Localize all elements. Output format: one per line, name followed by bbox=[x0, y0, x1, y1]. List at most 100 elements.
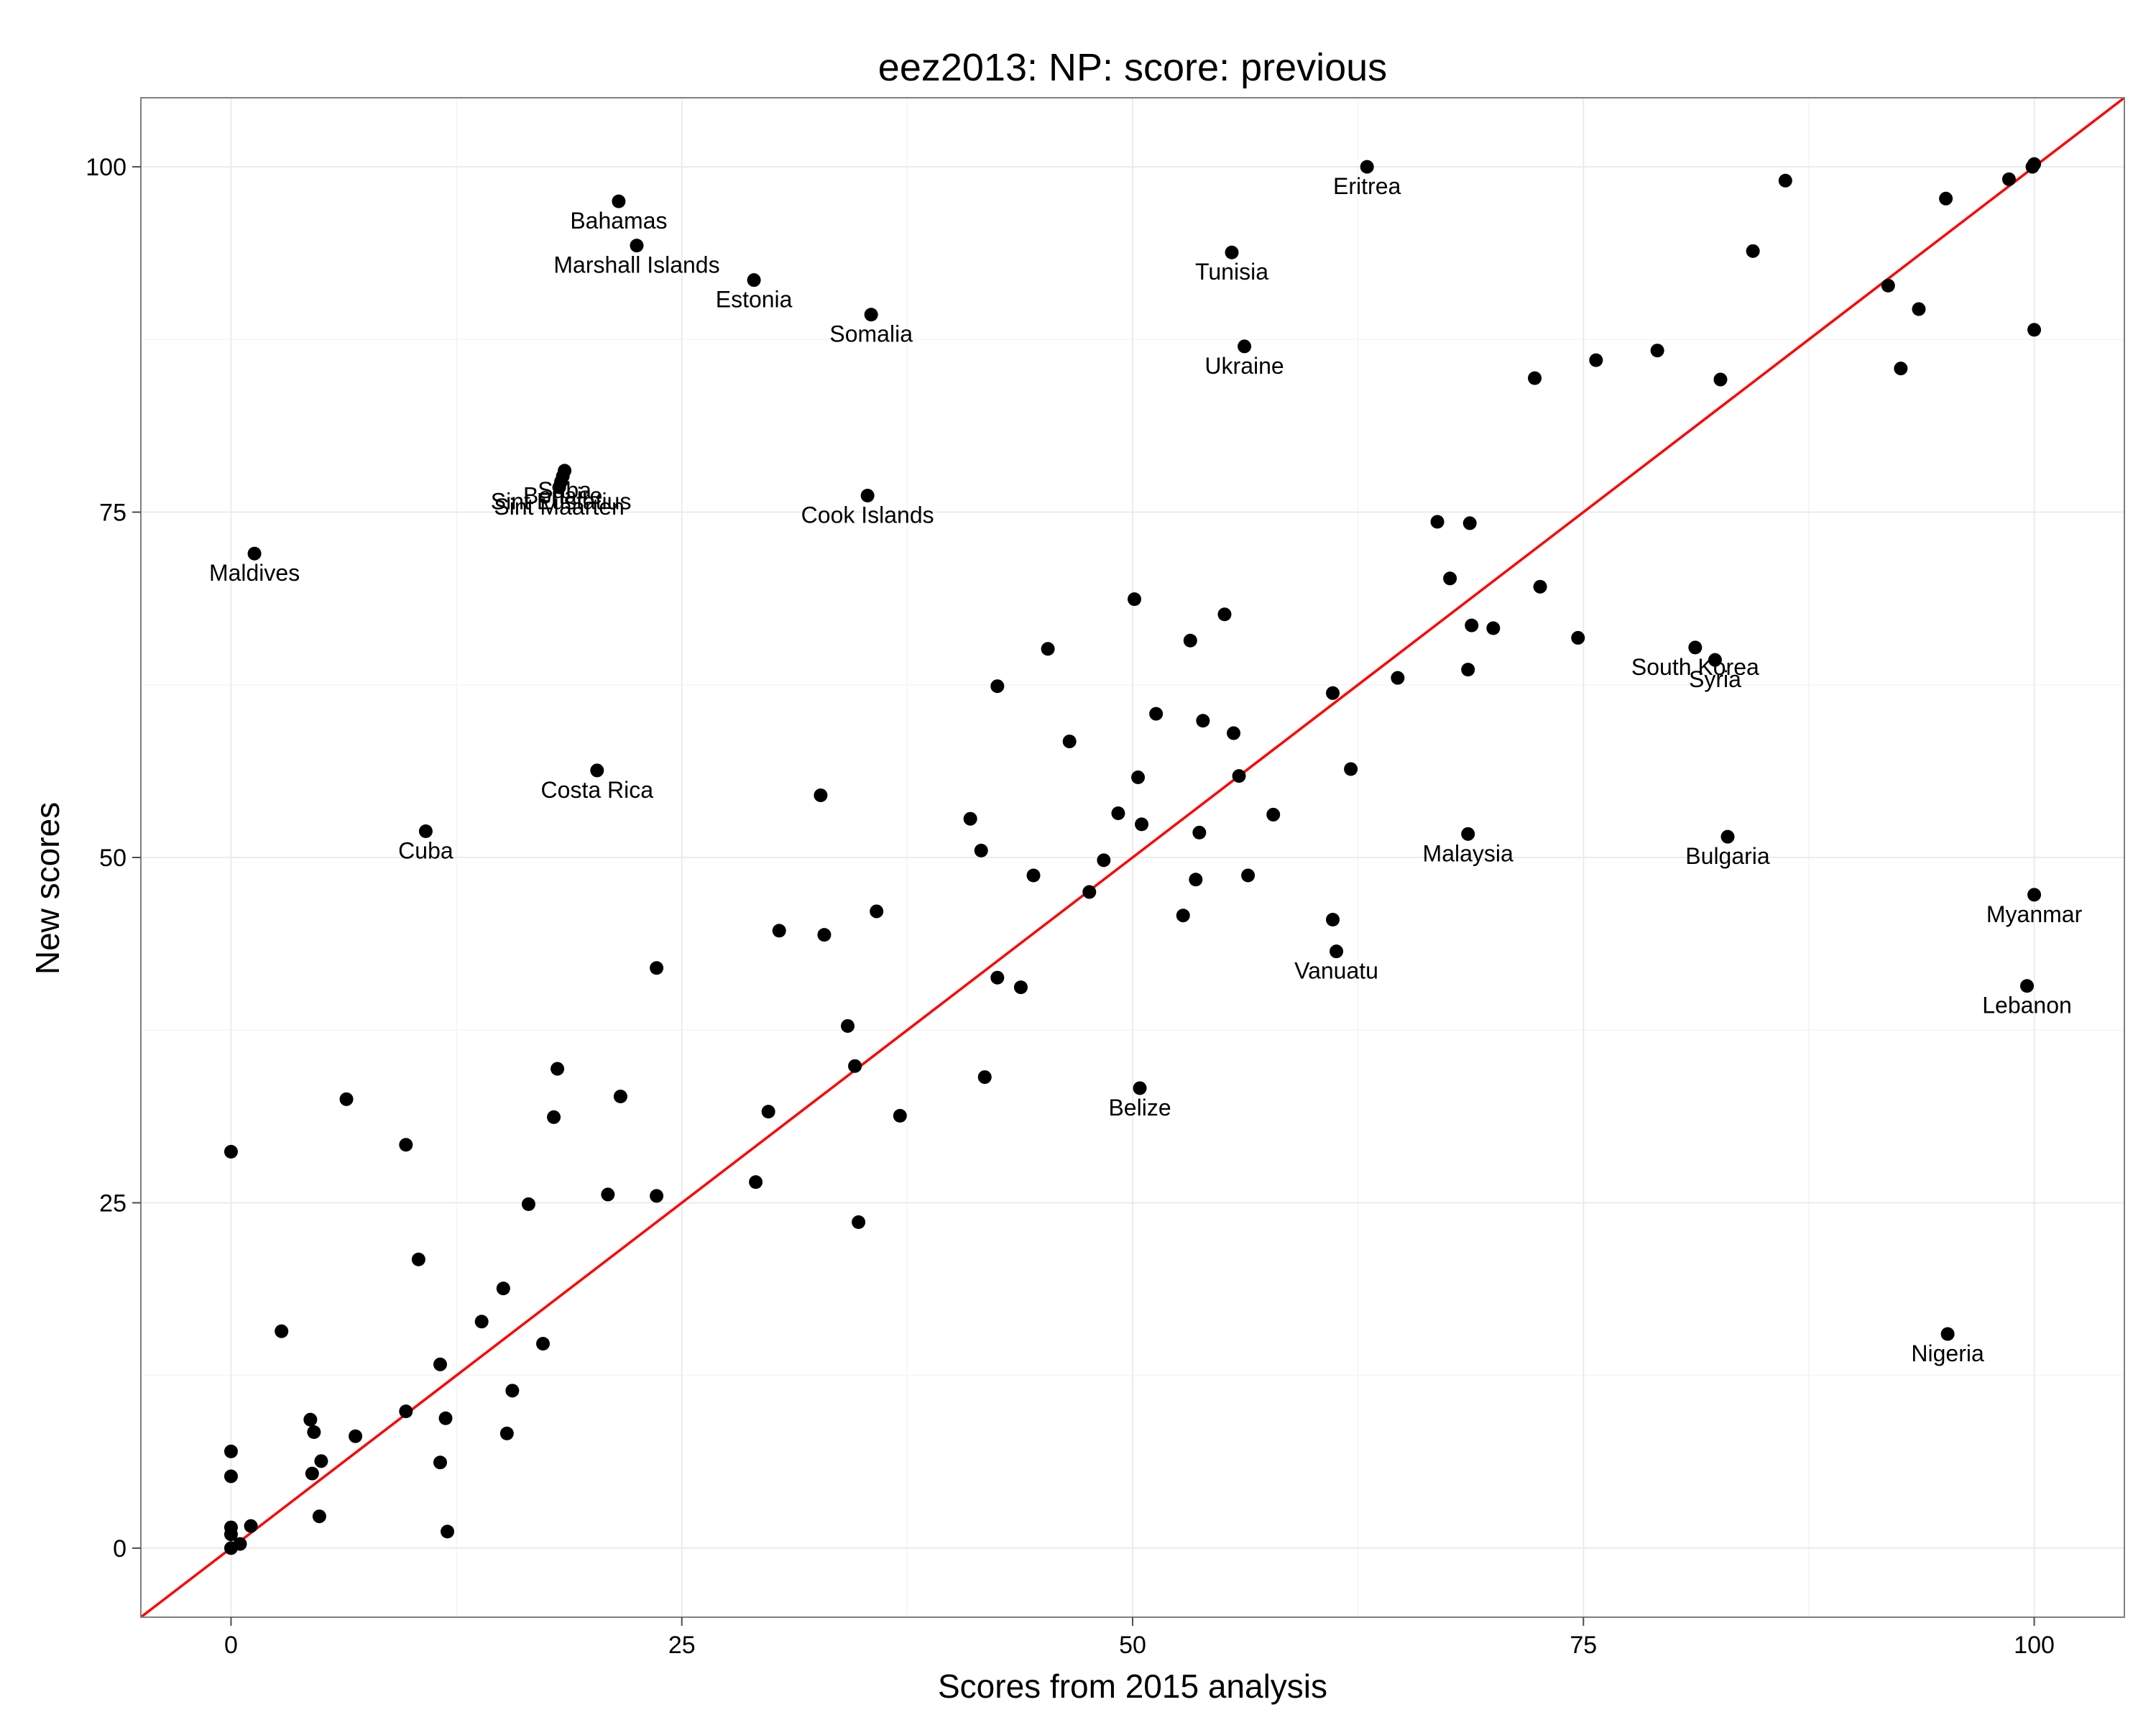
point-label: Myanmar bbox=[1986, 901, 2083, 927]
data-point bbox=[411, 1252, 425, 1266]
labeled-data-point bbox=[1461, 827, 1475, 841]
data-point bbox=[1131, 770, 1146, 785]
data-point bbox=[312, 1509, 326, 1524]
data-point bbox=[1391, 671, 1405, 685]
point-label: Bonaire bbox=[523, 483, 602, 509]
data-point bbox=[977, 1070, 992, 1085]
data-point bbox=[349, 1429, 363, 1443]
labeled-data-point bbox=[1238, 339, 1252, 354]
data-point bbox=[1778, 173, 1792, 188]
y-tick-label: 50 bbox=[99, 845, 126, 872]
labeled-data-point bbox=[860, 488, 875, 502]
reference-line-layer bbox=[139, 96, 2126, 1619]
data-point bbox=[1443, 571, 1457, 586]
point-labels-layer: Eritrea Bahamas Marshall Islands Estonia Som… bbox=[209, 173, 2083, 1366]
point-label: Nigeria bbox=[1911, 1340, 1984, 1366]
data-point bbox=[399, 1404, 413, 1419]
point-label: Tunisia bbox=[1195, 259, 1268, 285]
data-point bbox=[547, 1110, 561, 1124]
data-point bbox=[433, 1357, 448, 1371]
labeled-data-point bbox=[1133, 1081, 1147, 1095]
data-point bbox=[650, 1189, 664, 1203]
data-point bbox=[1227, 726, 1241, 740]
x-tick-label: 25 bbox=[668, 1632, 696, 1659]
data-point bbox=[433, 1455, 448, 1470]
data-point bbox=[1650, 344, 1664, 358]
data-point bbox=[990, 970, 1005, 985]
data-point bbox=[1430, 515, 1445, 529]
data-point bbox=[1062, 735, 1077, 749]
point-label: Estonia bbox=[716, 287, 793, 313]
x-tick-label: 75 bbox=[1570, 1632, 1597, 1659]
data-point bbox=[1912, 302, 1926, 316]
data-point bbox=[1266, 807, 1281, 822]
data-point bbox=[2001, 172, 2016, 186]
data-point bbox=[650, 961, 664, 975]
data-point bbox=[893, 1108, 907, 1123]
point-label: Sint Eustatius bbox=[491, 488, 632, 514]
labeled-data-point bbox=[552, 480, 566, 494]
y-tick-label: 25 bbox=[99, 1190, 126, 1217]
data-point bbox=[1571, 630, 1585, 645]
labeled-data-point bbox=[1225, 245, 1239, 259]
point-label: South Korea bbox=[1631, 654, 1759, 680]
data-point bbox=[841, 1018, 855, 1033]
labeled-data-point bbox=[247, 546, 262, 561]
data-point bbox=[974, 843, 988, 857]
point-label: Vanuatu bbox=[1294, 958, 1378, 984]
data-point bbox=[550, 1062, 565, 1076]
point-label: Syria bbox=[1689, 666, 1741, 692]
labeled-data-point bbox=[630, 239, 644, 253]
data-point bbox=[314, 1454, 328, 1468]
data-point bbox=[1013, 980, 1028, 995]
point-label: Sint Maarten bbox=[494, 494, 624, 520]
x-tick-label: 100 bbox=[2014, 1632, 2055, 1659]
labeled-data-point bbox=[418, 824, 433, 838]
data-point bbox=[852, 1215, 866, 1229]
data-point bbox=[1183, 633, 1197, 648]
data-point bbox=[233, 1537, 247, 1551]
data-point bbox=[224, 1469, 238, 1484]
data-point bbox=[963, 811, 977, 826]
data-point bbox=[441, 1524, 455, 1539]
data-point bbox=[1533, 579, 1547, 594]
data-point bbox=[305, 1466, 319, 1481]
data-point bbox=[1097, 853, 1111, 868]
data-point bbox=[496, 1282, 510, 1296]
data-point bbox=[601, 1187, 615, 1202]
point-label: Cuba bbox=[398, 837, 453, 863]
data-point bbox=[1135, 817, 1149, 832]
data-point bbox=[244, 1519, 258, 1533]
data-point bbox=[1746, 244, 1760, 258]
point-label: Costa Rica bbox=[541, 777, 654, 803]
labeled-data-point bbox=[1330, 944, 1344, 959]
labeled-data-point bbox=[747, 273, 761, 288]
point-label: Marshall Islands bbox=[553, 252, 719, 278]
data-point bbox=[1128, 592, 1142, 607]
reference-line bbox=[139, 96, 2126, 1619]
data-point bbox=[1461, 663, 1475, 677]
data-point bbox=[1217, 607, 1232, 622]
major-gridlines bbox=[141, 98, 2124, 1617]
data-point bbox=[1713, 372, 1728, 387]
data-point bbox=[1486, 621, 1501, 635]
point-label: Bulgaria bbox=[1685, 843, 1770, 869]
data-point bbox=[870, 904, 884, 919]
labeled-data-point bbox=[590, 763, 604, 778]
point-label: Bahamas bbox=[570, 208, 667, 234]
data-point bbox=[1326, 912, 1340, 926]
points-layer bbox=[224, 157, 2042, 1555]
data-point bbox=[817, 928, 831, 942]
data-point bbox=[1939, 191, 1953, 206]
point-label: Saba bbox=[538, 477, 591, 503]
data-point bbox=[1465, 618, 1479, 632]
data-point bbox=[1176, 908, 1190, 923]
labeled-data-point bbox=[1940, 1327, 1955, 1341]
data-point bbox=[1589, 353, 1603, 367]
data-point bbox=[1241, 868, 1256, 883]
data-point bbox=[224, 1444, 238, 1458]
data-point bbox=[1196, 714, 1210, 728]
data-point bbox=[814, 788, 828, 803]
y-axis-title: New scores bbox=[29, 802, 66, 975]
data-point bbox=[303, 1412, 318, 1427]
